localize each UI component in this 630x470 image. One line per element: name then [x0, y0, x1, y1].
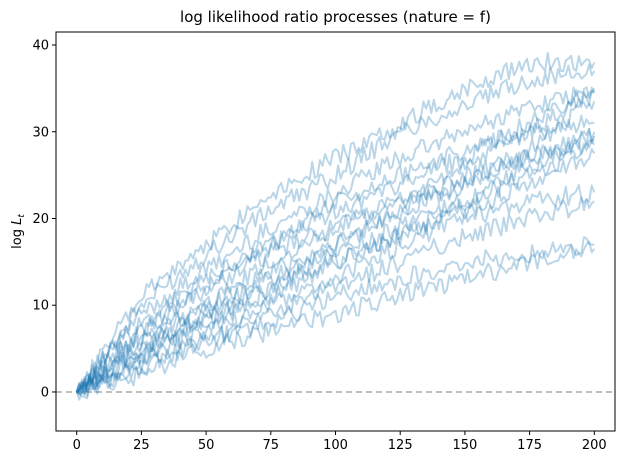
x-tick-label: 150 — [452, 438, 477, 453]
series-line — [75, 114, 595, 395]
series-line — [75, 236, 595, 394]
y-tick-label: 0 — [41, 385, 49, 400]
plot-area — [55, 31, 616, 432]
series-line — [75, 86, 595, 393]
y-axis: 0 10 20 30 40 — [32, 39, 56, 400]
y-axis-label: log Lt — [10, 214, 27, 249]
chart-title: log likelihood ratio processes (nature =… — [180, 8, 491, 26]
series-line — [75, 63, 596, 395]
series-line — [75, 184, 596, 401]
series-line — [76, 240, 596, 400]
series-line — [76, 86, 596, 393]
series-line — [75, 196, 595, 393]
x-tick-label: 175 — [517, 438, 542, 453]
x-tick-label: 200 — [582, 438, 607, 453]
x-tick-label: 100 — [323, 438, 348, 453]
x-axis: 0 25 50 75 100 125 150 175 200 — [73, 431, 607, 453]
series-line — [75, 127, 596, 393]
series-line — [76, 86, 596, 394]
series-line — [75, 128, 596, 393]
y-tick-label: 30 — [32, 125, 49, 140]
x-tick-label: 25 — [133, 438, 150, 453]
series-line — [76, 51, 596, 396]
y-tick-label: 10 — [32, 299, 49, 314]
x-tick-label: 125 — [388, 438, 413, 453]
x-tick-label: 0 — [73, 438, 81, 453]
y-tick-label: 20 — [32, 212, 49, 227]
series-line — [76, 148, 596, 397]
y-tick-label: 40 — [32, 39, 49, 54]
x-tick-label: 50 — [198, 438, 215, 453]
x-tick-label: 75 — [263, 438, 280, 453]
series-line — [76, 138, 595, 395]
series-line — [76, 101, 596, 396]
series-line — [76, 139, 596, 397]
